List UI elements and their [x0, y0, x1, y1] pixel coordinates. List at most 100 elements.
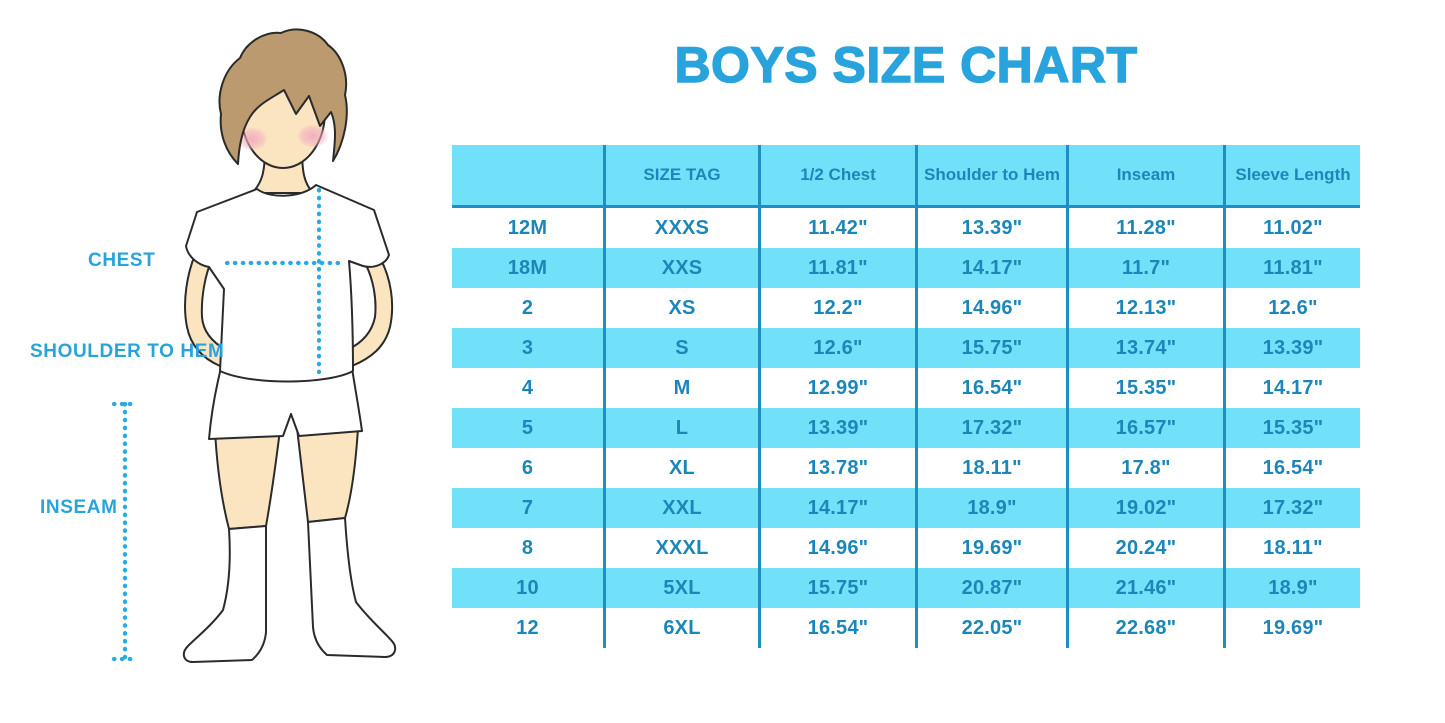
table-cell: 22.68"	[1066, 608, 1223, 648]
table-cell: 20.24"	[1066, 528, 1223, 568]
table-cell: 11.81"	[1223, 248, 1360, 288]
page-title: BOYS SIZE CHART	[674, 36, 1138, 93]
column-header: Shoulder to Hem	[915, 145, 1066, 205]
table-cell: 14.17"	[758, 488, 915, 528]
table-cell: 18.9"	[915, 488, 1066, 528]
table-cell: 11.42"	[758, 208, 915, 248]
table-cell: 13.39"	[915, 208, 1066, 248]
table-cell: 5	[521, 416, 534, 439]
table-cell: 15.35"	[1223, 408, 1360, 448]
table-cell: 5XL	[603, 568, 758, 608]
column-header: 1/2 Chest	[758, 145, 915, 205]
table-row: 4 M 12.99" 16.54" 15.35" 14.17"	[452, 368, 1360, 408]
table-cell: 13.39"	[758, 408, 915, 448]
table-row: 6 XL 13.78" 18.11" 17.8" 16.54"	[452, 448, 1360, 488]
table-cell: 16.57"	[1066, 408, 1223, 448]
table-cell: 8	[521, 536, 534, 559]
table-cell: 11.7"	[1066, 248, 1223, 288]
table-cell: 12M	[507, 216, 548, 239]
table-cell: 16.54"	[915, 368, 1066, 408]
shoulder-to-hem-label: SHOULDER TO HEM	[30, 341, 225, 362]
table-cell: L	[603, 408, 758, 448]
table-row: 7 XXL 14.17" 18.9" 19.02" 17.32"	[452, 488, 1360, 528]
right-sock	[307, 517, 397, 658]
table-cell: 17.32"	[915, 408, 1066, 448]
t-shirt	[185, 184, 390, 383]
table-cell: 15.35"	[1066, 368, 1223, 408]
table-cell: 15.75"	[915, 328, 1066, 368]
table-cell: 13.74"	[1066, 328, 1223, 368]
table-cell: 19.02"	[1066, 488, 1223, 528]
table-row: 12M XXXS 11.42" 13.39" 11.28" 11.02"	[452, 208, 1360, 248]
table-cell: 19.69"	[915, 528, 1066, 568]
table-cell: 11.02"	[1223, 208, 1360, 248]
table-cell: XXXS	[603, 208, 758, 248]
table-cell: 11.81"	[758, 248, 915, 288]
table-cell: 7	[521, 496, 534, 519]
table-cell: 6	[521, 456, 534, 479]
size-table-body: 12M XXXS 11.42" 13.39" 11.28" 11.02" 18M XXS 11.…	[452, 208, 1360, 648]
cheek-right-blush	[297, 124, 329, 148]
table-cell: 14.17"	[915, 248, 1066, 288]
table-cell: XS	[603, 288, 758, 328]
table-row: 8 XXXL 14.96" 19.69" 20.24" 18.11"	[452, 528, 1360, 568]
table-cell: XXXL	[603, 528, 758, 568]
table-cell: XXS	[603, 248, 758, 288]
table-cell: 4	[521, 376, 534, 399]
table-cell: 12	[516, 616, 539, 639]
table-cell: 13.39"	[1223, 328, 1360, 368]
table-row: 5 L 13.39" 17.32" 16.57" 15.35"	[452, 408, 1360, 448]
table-cell: 15.75"	[758, 568, 915, 608]
table-cell: 17.32"	[1223, 488, 1360, 528]
right-leg	[296, 427, 359, 523]
table-cell: 10	[516, 576, 539, 599]
cheek-left-blush	[236, 127, 268, 151]
table-cell: 14.96"	[915, 288, 1066, 328]
left-sock	[182, 525, 267, 663]
table-cell: 11.28"	[1066, 208, 1223, 248]
table-cell: 2	[521, 296, 534, 319]
boy-illustration: CHEST SHOULDER TO HEM INSEAM	[0, 0, 450, 723]
column-header: Inseam	[1066, 145, 1223, 205]
table-cell: 12.2"	[758, 288, 915, 328]
table-row: 10 5XL 15.75" 20.87" 21.46" 18.9"	[452, 568, 1360, 608]
table-cell: 18.11"	[915, 448, 1066, 488]
column-header: SIZE TAG	[603, 145, 758, 205]
chest-label: CHEST	[88, 250, 156, 271]
table-cell: XL	[603, 448, 758, 488]
table-cell: 19.69"	[1223, 608, 1360, 648]
table-row: 18M XXS 11.81" 14.17" 11.7" 11.81"	[452, 248, 1360, 288]
left-leg	[214, 429, 281, 530]
table-row: 2 XS 12.2" 14.96" 12.13" 12.6"	[452, 288, 1360, 328]
table-cell: 22.05"	[915, 608, 1066, 648]
inseam-label: INSEAM	[40, 497, 118, 518]
table-cell: 18.9"	[1223, 568, 1360, 608]
table-cell: 20.87"	[915, 568, 1066, 608]
table-cell: S	[603, 328, 758, 368]
table-cell: 3	[521, 336, 534, 359]
size-table: SIZE TAG 1/2 Chest Shoulder to Hem Inseam Sl…	[452, 145, 1360, 648]
table-cell: 6XL	[603, 608, 758, 648]
table-cell: 12.6"	[758, 328, 915, 368]
hair	[218, 28, 348, 165]
table-cell: 12.6"	[1223, 288, 1360, 328]
table-cell: 16.54"	[758, 608, 915, 648]
table-cell: 21.46"	[1066, 568, 1223, 608]
column-header	[452, 145, 603, 205]
table-cell: 14.17"	[1223, 368, 1360, 408]
table-cell: 16.54"	[1223, 448, 1360, 488]
table-cell: 12.99"	[758, 368, 915, 408]
table-cell: M	[603, 368, 758, 408]
table-row: 3 S 12.6" 15.75" 13.74" 13.39"	[452, 328, 1360, 368]
table-cell: 14.96"	[758, 528, 915, 568]
size-table-header-row: SIZE TAG 1/2 Chest Shoulder to Hem Inseam Sl…	[452, 145, 1360, 208]
table-cell: 18M	[507, 256, 548, 279]
table-cell: 17.8"	[1066, 448, 1223, 488]
table-cell: 12.13"	[1066, 288, 1223, 328]
table-row: 12 6XL 16.54" 22.05" 22.68" 19.69"	[452, 608, 1360, 648]
column-header: Sleeve Length	[1223, 145, 1360, 205]
boy-illustration-svg	[111, 28, 397, 663]
table-cell: 18.11"	[1223, 528, 1360, 568]
table-cell: 13.78"	[758, 448, 915, 488]
